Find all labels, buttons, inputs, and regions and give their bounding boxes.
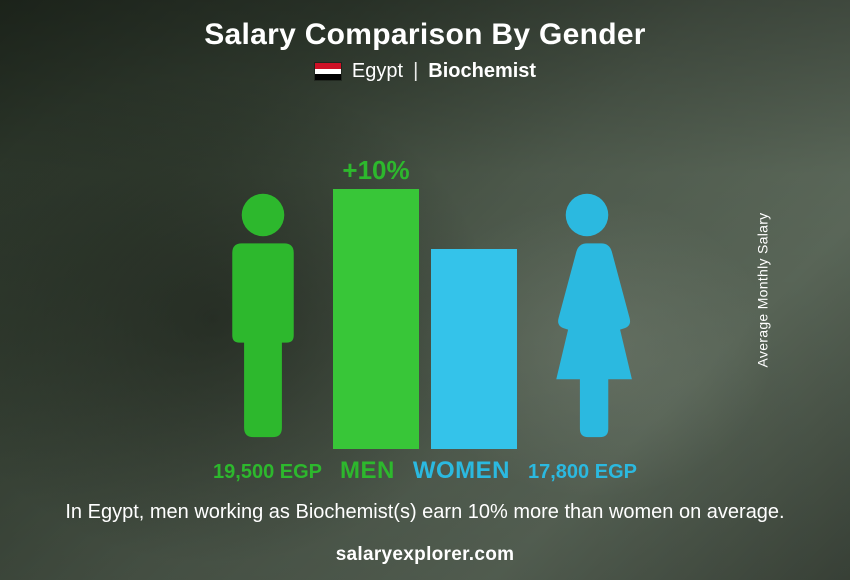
subtitle-row: Egypt | Biochemist: [314, 60, 536, 83]
job-label: Biochemist: [428, 60, 536, 83]
separator: |: [413, 60, 418, 83]
bar-group: +10%: [333, 189, 517, 449]
footer-source: salaryexplorer.com: [336, 544, 515, 566]
difference-pct: +10%: [342, 155, 409, 186]
y-axis-label: Average Monthly Salary: [755, 213, 771, 368]
men-salary: 19,500 EGP: [213, 461, 322, 484]
chart-area: +10%: [30, 105, 820, 449]
main-title: Salary Comparison By Gender: [204, 18, 646, 52]
summary-text: In Egypt, men working as Biochemist(s) e…: [65, 499, 784, 526]
labels-row: 19,500 EGP MEN WOMEN 17,800 EGP: [30, 457, 820, 485]
flag-icon: [314, 62, 342, 81]
infographic-container: Salary Comparison By Gender Egypt | Bioc…: [0, 0, 850, 580]
men-label: MEN: [340, 457, 395, 485]
male-figure-icon: [203, 189, 323, 449]
men-bar: +10%: [333, 189, 419, 449]
women-label: WOMEN: [413, 457, 510, 485]
women-bar: [431, 249, 517, 449]
women-salary: 17,800 EGP: [528, 461, 637, 484]
female-figure-icon: [527, 189, 647, 449]
country-label: Egypt: [352, 60, 403, 83]
